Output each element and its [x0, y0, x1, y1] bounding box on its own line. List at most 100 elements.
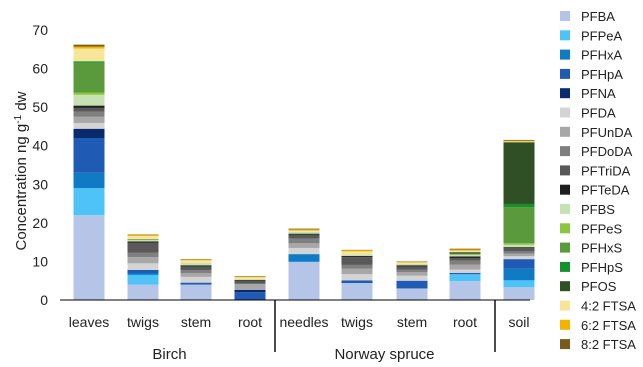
- legend-swatch: [560, 204, 570, 214]
- bar-segment-pfdoda: [288, 238, 320, 244]
- bar-segment-6-2-ftsa: [341, 250, 373, 252]
- bar-segment-pfteda: [449, 256, 481, 258]
- legend-swatch: [560, 107, 570, 118]
- bar-segment-8-2-ftsa: [449, 248, 481, 250]
- bar-segment-4-2-ftsa: [503, 141, 535, 143]
- bar-segment-pfhpa: [449, 273, 481, 275]
- y-tick-label: 40: [32, 138, 48, 154]
- bar-segment-pfunda: [503, 253, 535, 257]
- bar-segment-pfteda: [127, 241, 159, 243]
- legend-label: PFOS: [581, 279, 617, 294]
- group-label: Birch: [152, 346, 186, 363]
- bar-segment-4-2-ftsa: [288, 230, 320, 232]
- bar-segment-pfunda: [396, 272, 428, 276]
- legend-label: 8:2 FTSA: [581, 337, 636, 352]
- legend-swatch: [560, 184, 570, 195]
- legend: PFBA PFPeA PFHxA PFHpA PFNA PFDA PFUnDA PFDoDA P…: [560, 9, 636, 352]
- bar-segment-pfdoda: [449, 260, 481, 265]
- group-label: Norway spruce: [334, 346, 434, 363]
- bar-segment-pfda: [180, 276, 212, 283]
- legend-label: PFHxS: [581, 241, 623, 256]
- bar-segment-pfhpa: [503, 259, 535, 269]
- bar-segment-pfhpa: [180, 282, 212, 285]
- bar-segment-6-2-ftsa: [288, 229, 320, 231]
- bar-segment-pfba: [180, 284, 212, 300]
- category-label: soil: [508, 314, 529, 330]
- bar-segment-pfdoda: [127, 252, 159, 258]
- bar-segment-pfhxa: [127, 273, 159, 275]
- bar-segment-pfhxs: [73, 62, 105, 93]
- legend-label: PFTeDA: [581, 183, 630, 198]
- bar-segment-pfhpa: [73, 138, 105, 173]
- bar-segment-pftrida: [234, 280, 266, 284]
- category-label: needles: [279, 314, 328, 330]
- legend-label: PFDA: [581, 106, 616, 121]
- bar-segment-8-2-ftsa: [288, 228, 320, 230]
- category-label: stem: [397, 314, 427, 330]
- bar-segment-4-2-ftsa: [180, 260, 212, 263]
- category-label: stem: [181, 314, 211, 330]
- legend-label: PFBA: [581, 9, 615, 24]
- bar-segment-pfpea: [449, 274, 481, 282]
- legend-swatch: [560, 300, 570, 311]
- bar-segment-pfhxa: [73, 172, 105, 189]
- legend-label: 4:2 FTSA: [581, 299, 636, 314]
- bar-segment-pfba: [449, 281, 481, 300]
- bar-segment-pfunda: [449, 264, 481, 270]
- bar-segment-pfhxs: [127, 239, 159, 240]
- legend-swatch: [560, 88, 570, 99]
- bar-segment-4-2-ftsa: [234, 277, 266, 279]
- bar-segment-pftrida: [503, 248, 535, 252]
- bar-segment-pfda: [449, 269, 481, 273]
- bar-segment-pfpea: [127, 274, 159, 285]
- bar-segment-pftrida: [73, 107, 105, 112]
- bar-segment-pfda: [503, 256, 535, 260]
- legend-swatch: [560, 223, 570, 234]
- bar-segment-pfba: [288, 261, 320, 300]
- bar-segment-pftrida: [449, 257, 481, 261]
- category-label: leaves: [69, 314, 109, 330]
- bar-segment-8-2-ftsa: [73, 44, 105, 47]
- bar-segment-pfba: [341, 283, 373, 300]
- category-label: twigs: [341, 314, 373, 330]
- y-tick-label: 0: [40, 292, 48, 308]
- bar-segment-pfdoda: [73, 111, 105, 117]
- legend-swatch: [560, 126, 570, 137]
- bar-segment-4-2-ftsa: [127, 235, 159, 240]
- legend-label: PFHpA: [581, 67, 623, 82]
- bar-segment-pfpes: [73, 92, 105, 95]
- legend-label: PFUnDA: [581, 125, 633, 140]
- bar-segment-pfunda: [341, 268, 373, 275]
- legend-label: PFBS: [581, 202, 615, 217]
- legend-swatch: [560, 11, 570, 21]
- legend-label: PFPeA: [581, 28, 623, 43]
- bar-segment-pfhpa: [234, 292, 266, 300]
- bar-segment-8-2-ftsa: [503, 139, 535, 141]
- bars: [73, 44, 535, 300]
- bar-segment-pfda: [73, 122, 105, 129]
- y-tick-label: 60: [32, 61, 48, 77]
- bar-segment-pfunda: [180, 273, 212, 277]
- legend-label: 6:2 FTSA: [581, 318, 636, 333]
- legend-label: PFHxA: [581, 48, 623, 63]
- bar-segment-pfba: [396, 288, 428, 300]
- legend-label: PFNA: [581, 86, 616, 101]
- legend-swatch: [560, 30, 570, 41]
- bar-segment-pfteda: [396, 265, 428, 267]
- bar-segment-pfbs: [396, 263, 428, 266]
- bar-segment-pftrida: [288, 234, 320, 239]
- bar-segment-4-2-ftsa: [396, 262, 428, 264]
- bar-segment-4-2-ftsa: [73, 48, 105, 62]
- bar-segment-pfhxa: [288, 254, 320, 262]
- bar-segment-pfhxs: [503, 207, 535, 244]
- y-tick-label: 20: [32, 215, 48, 231]
- bar-segment-pfbs: [234, 278, 266, 280]
- bar-segment-pfhxs: [449, 253, 481, 255]
- bar-segment-pfteda: [341, 256, 373, 258]
- bar-segment-pfhxa: [503, 268, 535, 281]
- bar-segment-pfda: [396, 275, 428, 281]
- bar-segment-pfbs: [341, 254, 373, 257]
- bar-segment-6-2-ftsa: [73, 46, 105, 49]
- bar-segment-pfhps: [73, 61, 105, 63]
